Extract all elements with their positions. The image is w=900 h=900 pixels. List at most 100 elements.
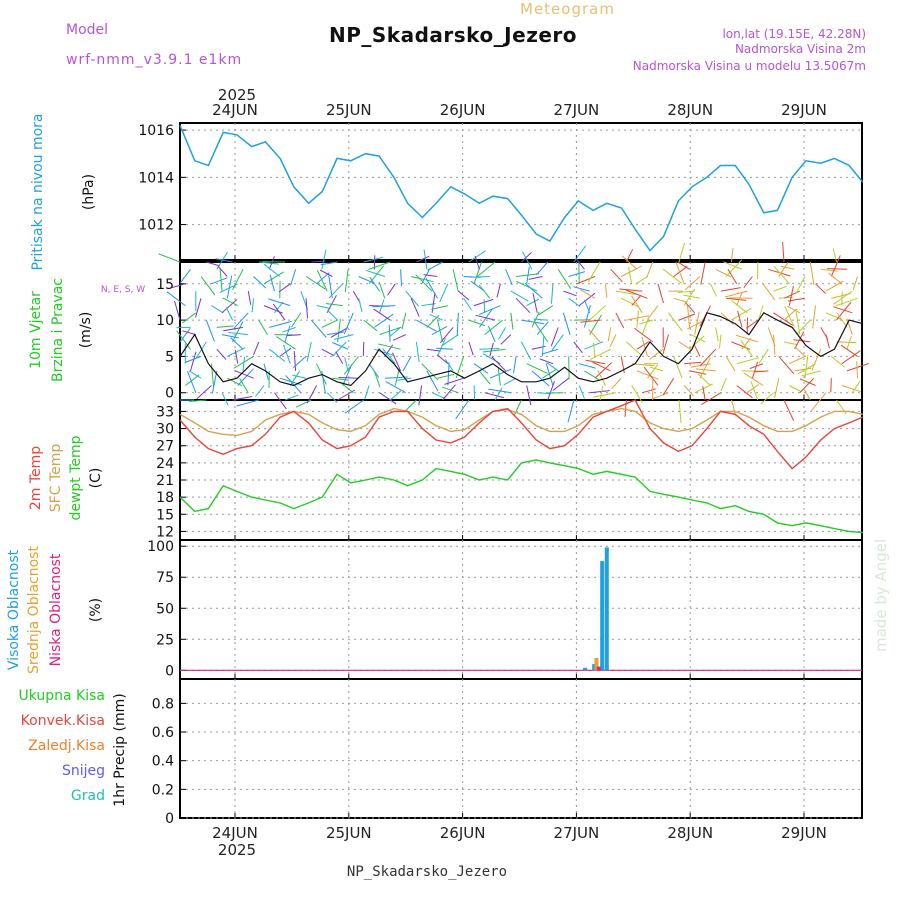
wind-arrow: [496, 283, 501, 298]
y-tick-label: 27: [156, 439, 174, 455]
wind-arrow: [319, 269, 333, 277]
wind-arrow: [787, 305, 801, 314]
y-tick-label: 1012: [138, 218, 174, 234]
wind-arrow: [374, 348, 394, 356]
wind-arrow: [330, 326, 349, 338]
wind-arrow: [343, 356, 359, 375]
wind-arrow: [392, 352, 402, 372]
wind-arrow: [639, 319, 653, 325]
wind-arrow: [593, 342, 596, 357]
wind-arrow: [171, 283, 186, 289]
wind-arrow: [610, 268, 623, 283]
day-label-bottom: 26JUN: [440, 824, 486, 842]
mid-cloud-axis-title: Srednja Oblacnost: [26, 546, 42, 674]
wind-arrow: [625, 249, 634, 263]
wind-arrow: [562, 312, 571, 335]
wind-arrow: [425, 277, 438, 299]
cloud-bar: [600, 561, 605, 671]
wind-arrow: [752, 361, 758, 379]
wind-arrow: [483, 298, 486, 313]
wind-arrow: [593, 392, 616, 398]
wind-arrow: [369, 276, 381, 292]
y-tick-label: 0: [165, 663, 174, 679]
wind-arrow: [583, 299, 591, 313]
wind-arrow: [647, 305, 659, 320]
wind-arrow: [796, 319, 811, 335]
wind-arrow: [794, 367, 812, 372]
wind-arrow: [780, 265, 795, 270]
wind-arrow: [607, 327, 612, 342]
wind-arrow: [636, 310, 639, 328]
wind-arrow: [482, 348, 506, 353]
wind-arrow: [683, 385, 694, 397]
wind-arrow: [206, 261, 220, 267]
wind-arrow: [782, 241, 785, 263]
elevation-text: Nadmorska Visina 2m: [735, 42, 866, 56]
panel-frame: [179, 122, 863, 261]
wind-arrow: [365, 269, 385, 277]
wind-arrow: [402, 356, 412, 372]
wind-arrow: [479, 370, 491, 385]
y-tick-label: 1014: [138, 170, 174, 186]
wind-arrow: [401, 312, 407, 330]
model-elevation-text: Nadmorska Visina u modelu 13.5067m: [633, 59, 866, 73]
wind-arrow: [379, 326, 402, 336]
wind-arrow: [327, 310, 338, 321]
wind-arrow: [494, 387, 503, 401]
wind-arrow: [479, 348, 500, 350]
wind-arrow: [179, 268, 191, 284]
wind-arrow: [423, 274, 438, 277]
wind-arrow: [378, 343, 401, 350]
cloud-bar: [592, 664, 597, 671]
wind-arrow: [190, 351, 197, 372]
wind-arrow: [673, 297, 688, 303]
wind-arrow: [541, 336, 545, 357]
day-label-bottom: 25JUN: [326, 824, 372, 842]
wind-arrow: [773, 285, 787, 292]
wind-arrow: [216, 325, 234, 328]
wind-arrow: [583, 305, 591, 328]
wind-arrow: [332, 342, 349, 350]
wind-arrow: [710, 283, 718, 297]
wind-arrow: [444, 359, 454, 372]
wind-arrow: [773, 266, 790, 285]
wind-arrow: [253, 341, 260, 356]
wind-arrow: [731, 300, 748, 314]
wind-arrow: [456, 312, 459, 336]
wind-arrow: [643, 366, 659, 386]
wind-arrow: [484, 319, 503, 335]
wind-arrow: [439, 327, 454, 344]
y-tick-label: 25: [156, 632, 174, 648]
panel-frame: [179, 399, 863, 541]
wind-arrow: [182, 330, 196, 336]
wind-arrow: [801, 370, 821, 377]
wind-arrow: [263, 263, 281, 277]
wind-arrow: [684, 361, 702, 365]
wind-arrow: [358, 298, 363, 313]
wind-arrow: [725, 356, 736, 372]
wind-arrow: [387, 283, 396, 296]
wind-arrow: [255, 385, 265, 397]
wind-arrow: [306, 341, 312, 362]
wind-arrow: [415, 341, 420, 362]
wind-arrow: [500, 334, 512, 345]
wind-arrow: [678, 341, 692, 350]
wind-arrow: [609, 334, 617, 348]
y-tick-label: 21: [156, 473, 174, 489]
wind-arrow: [649, 366, 664, 372]
wind-arrow: [234, 349, 239, 364]
wind-arrow: [628, 267, 633, 284]
wind-arrow: [292, 374, 307, 379]
wind-arrow: [812, 305, 816, 329]
wind-arrow: [221, 334, 239, 339]
wind-arrow: [526, 363, 548, 374]
wind-arrow: [174, 300, 181, 321]
wind-arrow: [405, 290, 420, 307]
wind-arrow: [488, 326, 496, 343]
wind-arrow: [196, 385, 212, 400]
wind-arrow: [503, 377, 517, 386]
wind-arrow: [678, 242, 685, 263]
y-tick-label: 1016: [138, 123, 174, 139]
wind-arrow: [836, 301, 852, 321]
wind-arrow: [423, 249, 428, 270]
